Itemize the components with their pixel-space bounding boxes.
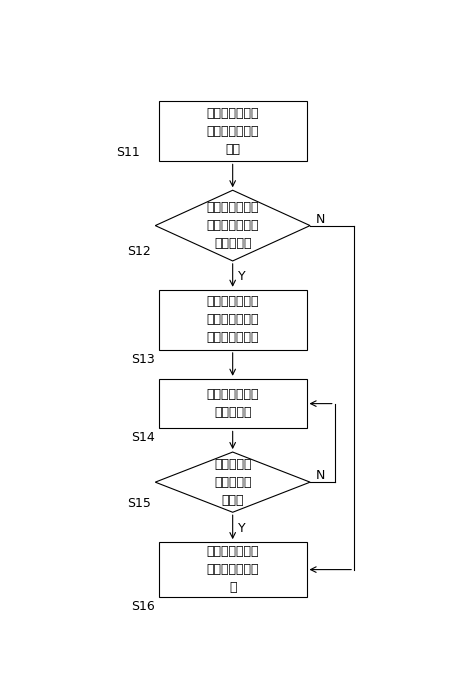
Text: 读写器等待，开
始延迟计时: 读写器等待，开 始延迟计时 (207, 388, 259, 419)
Text: Y: Y (237, 522, 245, 534)
Bar (159, 542, 306, 597)
Text: N: N (316, 469, 325, 482)
Text: S12: S12 (127, 245, 151, 258)
Text: 取得回波通道信
号强度，判断是
否存在干扰: 取得回波通道信 号强度，判断是 否存在干扰 (207, 201, 259, 250)
Text: 开机启动，首次
读卡配置随机等
待值: 开机启动，首次 读卡配置随机等 待值 (207, 107, 259, 156)
Bar (159, 290, 306, 350)
Polygon shape (155, 452, 310, 512)
Polygon shape (155, 190, 310, 261)
Text: N: N (316, 213, 325, 226)
Bar (159, 101, 306, 161)
Text: S15: S15 (127, 496, 151, 509)
Text: S11: S11 (117, 146, 140, 159)
Text: 判断计时是
否达到延迟
时间值: 判断计时是 否达到延迟 时间值 (214, 458, 252, 507)
Text: Y: Y (237, 271, 245, 284)
Text: S13: S13 (131, 352, 154, 366)
Text: S16: S16 (131, 600, 154, 613)
Bar (159, 379, 306, 428)
Text: S14: S14 (131, 431, 154, 444)
Text: 确定当前阈值，
取得当前阈值对
应的延迟时间值: 确定当前阈值， 取得当前阈值对 应的延迟时间值 (207, 295, 259, 344)
Text: 进行设定时间的
电子标签数据读
取: 进行设定时间的 电子标签数据读 取 (207, 545, 259, 594)
